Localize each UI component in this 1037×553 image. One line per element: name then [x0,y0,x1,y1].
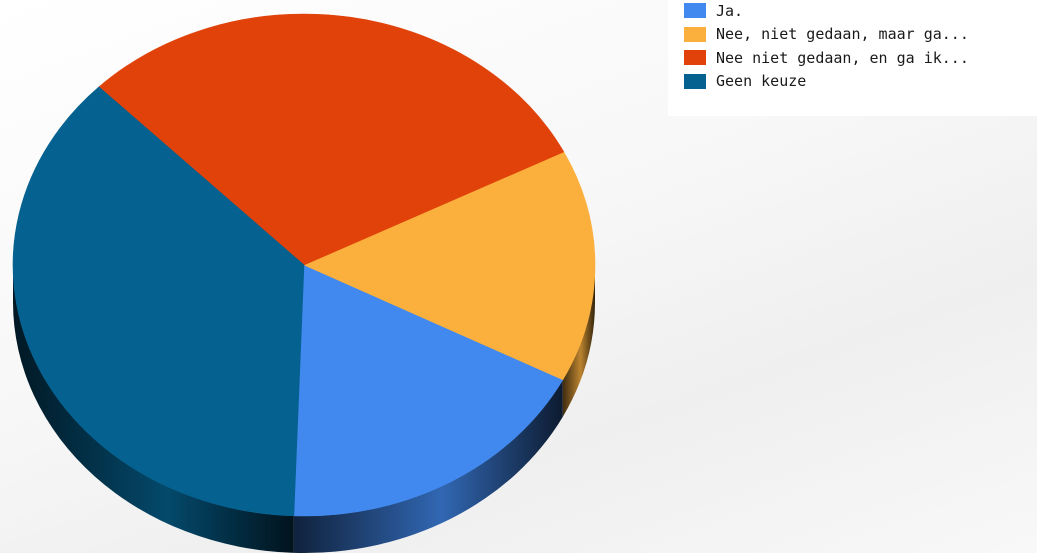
legend-item-nee-maar-ga[interactable]: Nee, niet gedaan, maar ga... [684,23,1037,47]
legend-swatch-nee-maar-ga [684,26,706,42]
legend-item-ja[interactable]: Ja. [684,0,1037,23]
legend-label-nee-en-ga-ik: Nee niet gedaan, en ga ik... [716,48,969,67]
legend-label-ja: Ja. [716,1,744,20]
legend-swatch-nee-en-ga-ik [684,50,706,66]
legend-label-geen-keuze: Geen keuze [716,72,807,91]
legend-swatch-geen-keuze [684,73,706,89]
pie-slice-ja[interactable] [293,264,564,517]
pie-wall-geen-keuze [13,265,294,553]
pie-slice-geen-keuze[interactable] [12,86,305,517]
legend-label-nee-maar-ga: Nee, niet gedaan, maar ga... [716,25,969,44]
legend: Ja. Nee, niet gedaan, maar ga... Nee nie… [668,0,1037,116]
legend-item-geen-keuze[interactable]: Geen keuze [684,70,1037,94]
legend-swatch-ja [684,3,706,19]
pie-wall-ja [293,379,563,553]
pie-wall-nee-maar-ga [562,265,595,417]
pie-slice-nee-en-ga-ik[interactable] [98,13,565,266]
legend-item-nee-en-ga-ik[interactable]: Nee niet gedaan, en ga ik... [684,46,1037,70]
pie-slice-nee-maar-ga[interactable] [303,151,596,381]
